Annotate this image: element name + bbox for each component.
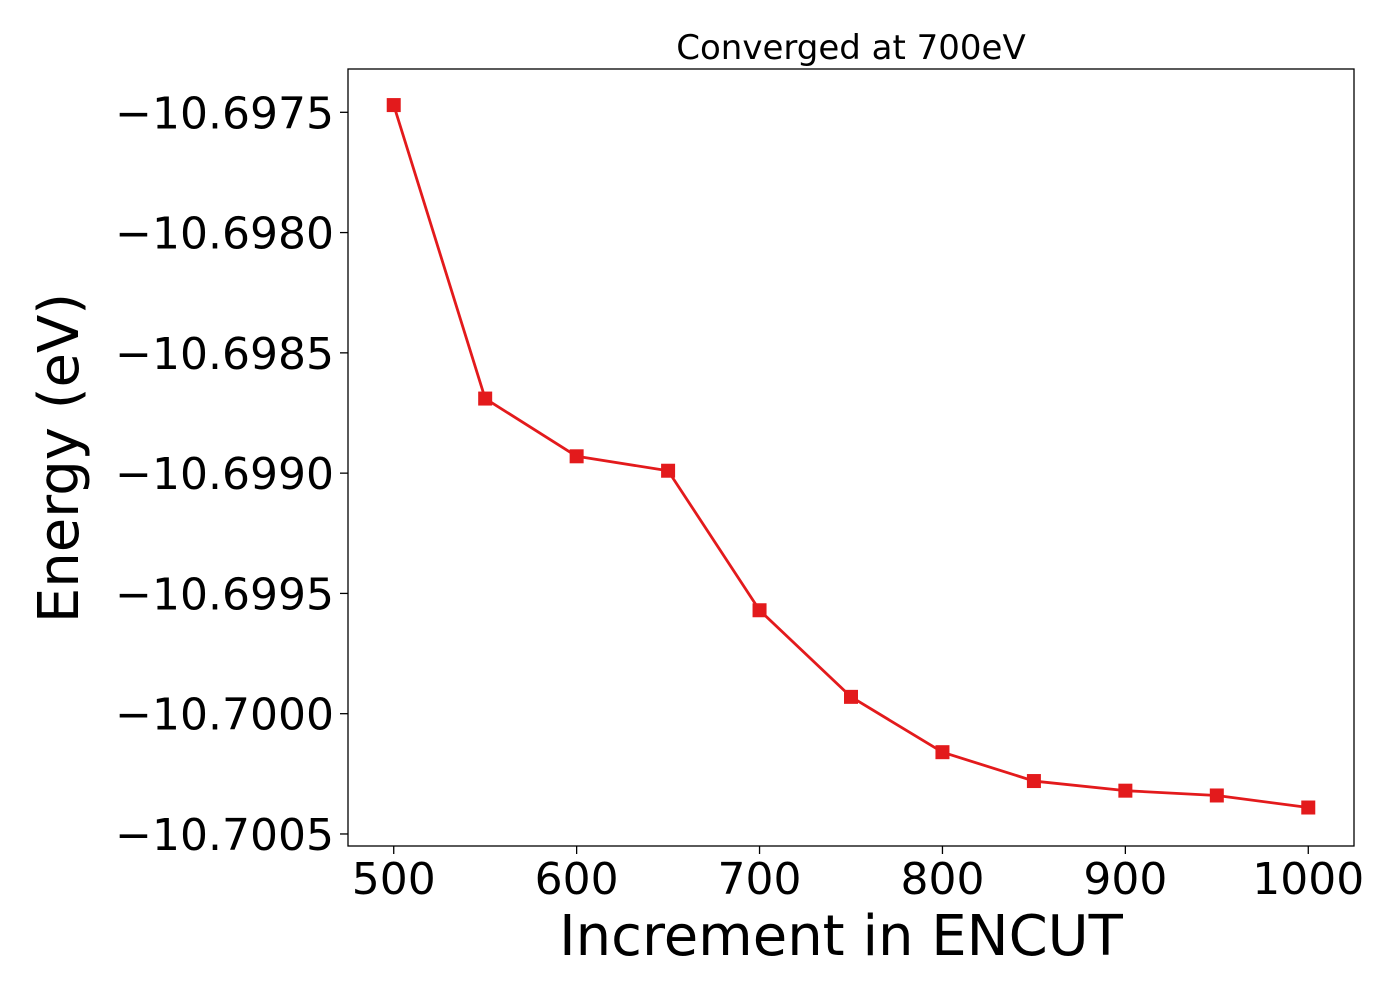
y-tick-label: −10.7000	[115, 690, 334, 741]
x-axis-title: Increment in ENCUT	[559, 904, 1124, 969]
x-tick-label: 900	[1083, 854, 1167, 905]
y-tick-label: −10.6975	[115, 88, 334, 139]
data-point-marker	[1026, 774, 1041, 789]
y-tick-label: −10.6990	[115, 449, 334, 500]
data-point-marker	[386, 98, 401, 113]
x-tick-label: 700	[718, 854, 802, 905]
x-tick-label: 500	[352, 854, 436, 905]
y-axis-ticks: −10.6975 −10.6980 −10.6985 −10.6990 −10.6995…	[115, 88, 348, 861]
chart-title: Converged at 700eV	[676, 28, 1025, 68]
y-tick-label: −10.6985	[115, 329, 334, 380]
y-tick-label: −10.7005	[115, 810, 334, 861]
series-layer	[386, 98, 1316, 815]
data-point-marker	[1301, 800, 1316, 815]
y-axis-title: Energy (eV)	[27, 293, 92, 623]
data-point-marker	[844, 689, 858, 704]
x-tick-label: 600	[535, 854, 619, 905]
data-point-marker	[935, 745, 950, 760]
data-point-marker	[752, 603, 767, 618]
data-point-marker	[1118, 783, 1133, 798]
data-point-marker	[478, 391, 493, 406]
x-axis-ticks: 500 600 700 800 900 1000	[352, 846, 1364, 905]
data-point-marker	[569, 449, 584, 464]
data-point-marker	[661, 463, 676, 478]
y-tick-label: −10.6995	[115, 569, 334, 620]
x-tick-label: 1000	[1252, 854, 1364, 905]
data-point-marker	[1209, 788, 1224, 803]
x-tick-label: 800	[900, 854, 984, 905]
plot-area-frame	[347, 68, 1355, 847]
y-tick-label: −10.6980	[115, 209, 334, 260]
